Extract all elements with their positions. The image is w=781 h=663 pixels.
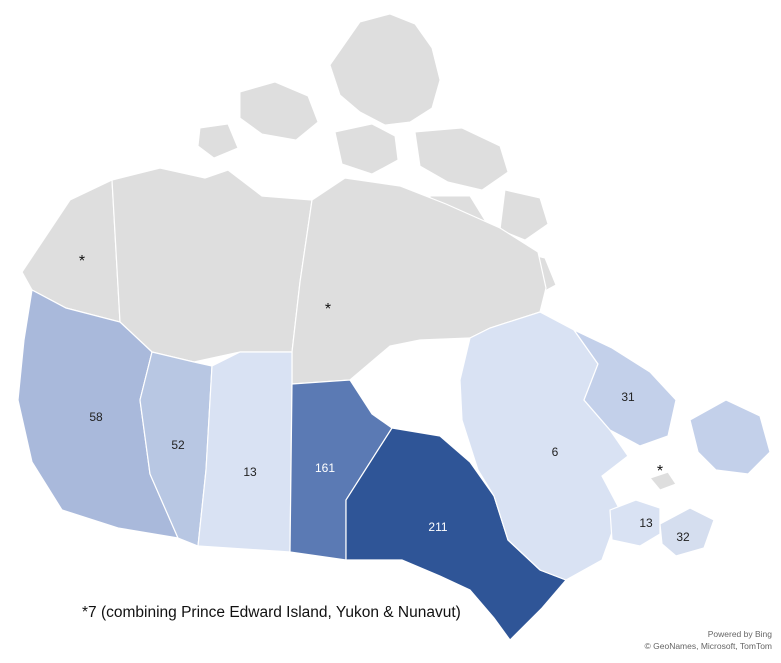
label-nunavut: * — [325, 301, 331, 318]
region-ontario — [345, 427, 568, 641]
label-prince-edward-island: * — [657, 463, 663, 480]
label-saskatchewan: 13 — [243, 465, 257, 479]
region-prince-edward-island — [648, 471, 677, 491]
label-british-columbia: 58 — [89, 410, 103, 424]
map-attribution: Powered by Bing © GeoNames, Microsoft, T… — [645, 628, 773, 652]
label-yukon: * — [79, 253, 85, 270]
map-footnote: *7 (combining Prince Edward Island, Yuko… — [82, 604, 461, 621]
region-northwest-territories — [111, 167, 313, 363]
region-newfoundland-island — [689, 399, 771, 475]
label-alberta: 52 — [171, 438, 185, 452]
label-new-brunswick: 13 — [639, 516, 653, 530]
powered-by-bing-text: Powered by Bing — [707, 629, 772, 639]
copyright-text: © GeoNames, Microsoft, TomTom — [644, 641, 773, 651]
region-nova-scotia — [659, 507, 715, 557]
label-newfoundland-labrador: 31 — [621, 390, 635, 404]
label-quebec: 6 — [552, 445, 559, 459]
label-manitoba: 161 — [315, 461, 335, 475]
region-saskatchewan — [197, 351, 293, 553]
label-ontario: 211 — [428, 520, 447, 534]
label-nova-scotia: 32 — [676, 530, 690, 544]
region-new-brunswick — [609, 499, 661, 547]
region-newfoundland-labrador — [572, 328, 677, 447]
